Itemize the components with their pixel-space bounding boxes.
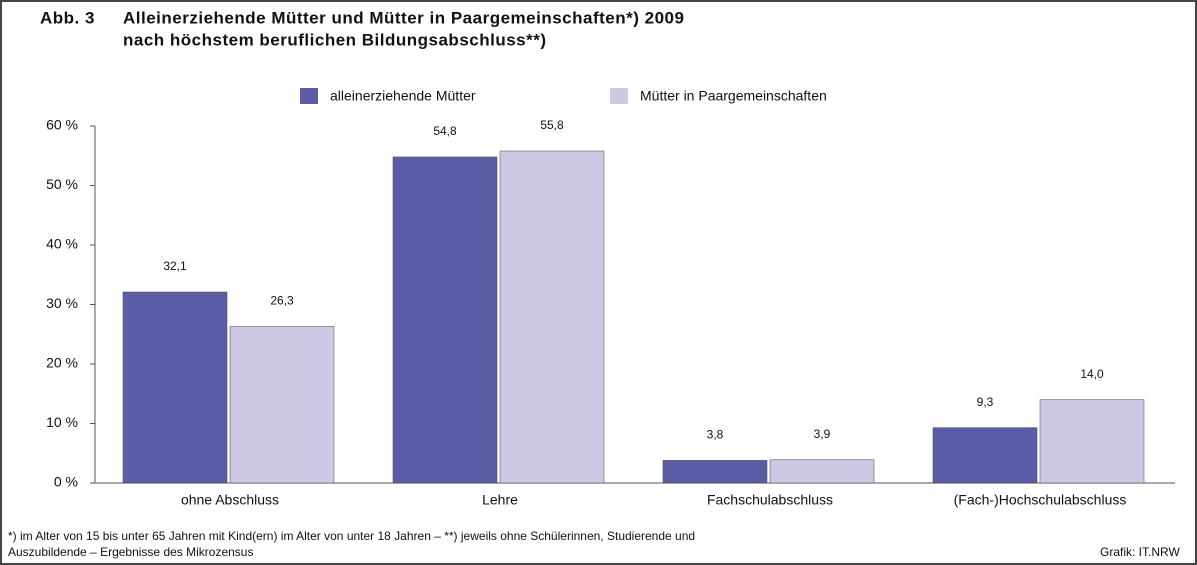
bar [229,326,335,484]
bar [932,427,1038,484]
value-label: 26,3 [270,294,294,308]
value-label: 3,8 [707,428,724,442]
y-tick-label: 0 % [54,474,78,490]
value-label: 55,8 [540,118,564,132]
figure-label: Abb. 3 [40,8,95,27]
value-label: 9,3 [977,395,994,409]
legend-label: Mütter in Paargemeinschaften [640,88,827,104]
x-tick-label: Fachschulabschluss [707,492,833,508]
y-tick-label: 10 % [46,414,78,430]
footnote: Auszubildende – Ergebnisse des Mikrozens… [8,545,253,559]
value-label: 14,0 [1080,367,1104,381]
x-tick-label: (Fach-)Hochschulabschluss [954,492,1127,508]
bar [769,459,875,484]
y-tick-label: 50 % [46,176,78,192]
bar [499,150,605,484]
bar [392,156,498,484]
x-tick-label: ohne Abschluss [181,492,279,508]
y-tick-label: 40 % [46,236,78,252]
legend-swatch [610,88,628,104]
chart-title: Alleinerziehende Mütter und Mütter in Pa… [123,8,684,27]
value-label: 3,9 [814,427,831,441]
bar [1039,399,1145,484]
source: Grafik: IT.NRW [1100,545,1180,559]
bar [662,460,768,484]
x-tick-label: Lehre [482,492,518,508]
legend-swatch [300,88,318,104]
bar [122,291,228,484]
y-tick-label: 60 % [46,117,78,133]
legend-label: alleinerziehende Mütter [330,88,476,104]
value-label: 54,8 [433,124,457,138]
value-label: 32,1 [163,259,187,273]
y-tick-label: 30 % [46,295,78,311]
footnote: *) im Alter von 15 bis unter 65 Jahren m… [8,529,695,543]
chart-title: nach höchstem beruflichen Bildungsabschl… [123,30,547,49]
y-tick-label: 20 % [46,355,78,371]
